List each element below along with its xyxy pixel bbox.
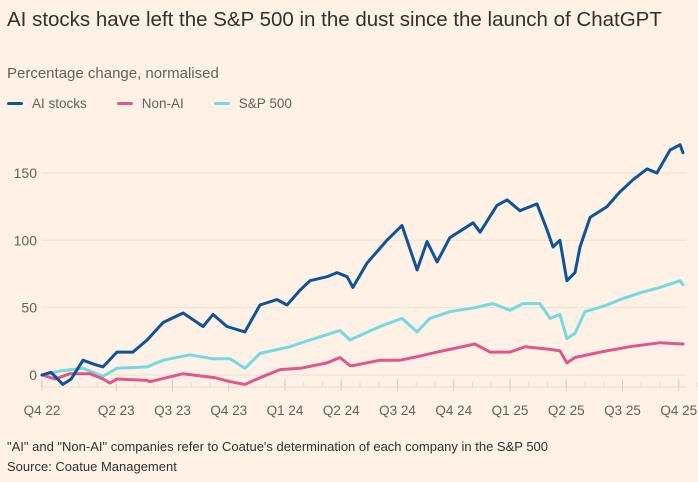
legend: AI stocks Non-AI S&P 500 (7, 96, 292, 111)
x-tick-label: Q4 24 (435, 403, 472, 418)
y-tick-label-0: 0 (29, 367, 37, 383)
x-tick-label: Q4 25 (660, 403, 697, 418)
footnote: "AI" and "Non-AI" companies refer to Coa… (7, 439, 549, 454)
legend-item-non-ai: Non-AI (116, 96, 184, 111)
y-tick-label-150: 150 (14, 165, 38, 181)
legend-swatch-non-ai (116, 102, 133, 105)
legend-label-sp500: S&P 500 (238, 96, 292, 111)
legend-item-ai: AI stocks (7, 96, 87, 111)
series-line-non-ai (40, 341, 685, 386)
legend-item-sp500: S&P 500 (213, 96, 292, 111)
legend-label-ai: AI stocks (32, 96, 87, 111)
x-tick-label: Q3 23 (154, 403, 191, 418)
series-line-s-p-500 (40, 279, 685, 378)
chart-subtitle: Percentage change, normalised (7, 65, 219, 82)
x-tick-label: Q1 25 (492, 403, 529, 418)
line-chart: 0 50 100 150 Q4 22 Q2 23 Q3 23 Q4 23 Q1 24 Q2 24 Q… (14, 143, 698, 418)
legend-swatch-sp500 (213, 102, 230, 105)
x-tick-label: Q3 24 (379, 403, 416, 418)
legend-swatch-ai (7, 102, 23, 105)
x-tick-label: Q1 24 (267, 403, 304, 418)
series-line-ai-stocks (40, 143, 685, 386)
y-tick-label-100: 100 (14, 232, 38, 248)
x-tick-label: Q4 22 (24, 403, 61, 418)
chart-title: AI stocks have left the S&P 500 in the d… (7, 8, 662, 31)
x-tick-label: Q2 23 (98, 403, 135, 418)
y-tick-label-50: 50 (21, 300, 37, 316)
x-tick-label: Q4 23 (210, 403, 247, 418)
x-tick-label: Q2 25 (548, 403, 585, 418)
source-note: Source: Coatue Management (7, 459, 177, 474)
legend-label-non-ai: Non-AI (141, 96, 184, 111)
x-tick-label: Q2 24 (323, 403, 360, 418)
x-tick-label: Q3 25 (604, 403, 641, 418)
